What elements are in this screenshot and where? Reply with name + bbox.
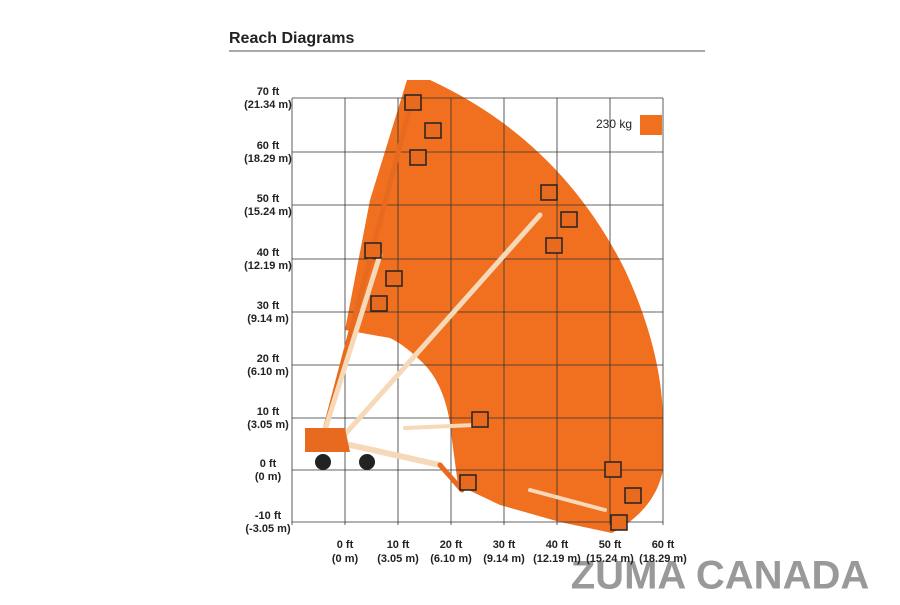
watermark: ZUMA CANADA	[571, 554, 869, 598]
y-label: (-3.05 m)	[245, 523, 291, 535]
boom	[322, 97, 415, 433]
basket	[364, 242, 382, 259]
basket	[370, 295, 388, 312]
y-label: (3.05 m)	[247, 419, 289, 431]
legend: 230 kg	[596, 115, 662, 135]
chassis	[305, 428, 350, 452]
x-label: (3.05 m)	[377, 553, 419, 565]
x-label: (18.29 m)	[639, 553, 687, 565]
y-label: -10 ft	[255, 510, 282, 522]
y-label: (0 m)	[255, 471, 282, 483]
y-label: 20 ft	[257, 353, 280, 365]
basket	[385, 270, 403, 287]
y-label: 10 ft	[257, 406, 280, 418]
x-label: (9.14 m)	[483, 553, 525, 565]
y-label: 40 ft	[257, 247, 280, 259]
boom	[403, 423, 477, 430]
x-label: 30 ft	[493, 539, 516, 551]
basket	[424, 122, 442, 139]
x-label: (15.24 m)	[586, 553, 634, 565]
y-label: 0 ft	[260, 458, 277, 470]
basket	[540, 184, 558, 201]
y-label: (15.24 m)	[244, 206, 292, 218]
boom	[337, 212, 543, 443]
y-label: (18.29 m)	[244, 153, 292, 165]
basket	[471, 411, 489, 428]
basket	[610, 514, 628, 531]
basket	[604, 461, 622, 478]
x-label: 20 ft	[440, 539, 463, 551]
y-label: (6.10 m)	[247, 366, 289, 378]
x-label: 40 ft	[546, 539, 569, 551]
basket	[409, 149, 427, 166]
basket	[624, 487, 642, 504]
basket	[459, 474, 477, 491]
y-label: (21.34 m)	[244, 99, 292, 111]
title: Reach Diagrams	[229, 30, 354, 47]
basket	[545, 237, 563, 254]
machines	[305, 94, 642, 531]
boom	[528, 488, 607, 512]
x-label: (6.10 m)	[430, 553, 472, 565]
x-label: 60 ft	[652, 539, 675, 551]
y-label: (9.14 m)	[247, 313, 289, 325]
x-label: (0 m)	[332, 553, 359, 565]
wheel	[315, 454, 331, 470]
x-label: 0 ft	[337, 539, 354, 551]
x-label: 10 ft	[387, 539, 410, 551]
y-label: 30 ft	[257, 300, 280, 312]
y-label: 50 ft	[257, 193, 280, 205]
legend-label: 230 kg	[596, 117, 632, 131]
basket	[560, 211, 578, 228]
y-label: 70 ft	[257, 86, 280, 98]
jib	[437, 462, 465, 493]
wheel	[359, 454, 375, 470]
basket	[404, 94, 422, 111]
boom	[322, 252, 383, 433]
y-label: 60 ft	[257, 140, 280, 152]
x-label: 50 ft	[599, 539, 622, 551]
boom	[347, 442, 443, 468]
legend-swatch	[640, 115, 662, 135]
x-label: (12.19 m)	[533, 553, 581, 565]
y-label: (12.19 m)	[244, 260, 292, 272]
